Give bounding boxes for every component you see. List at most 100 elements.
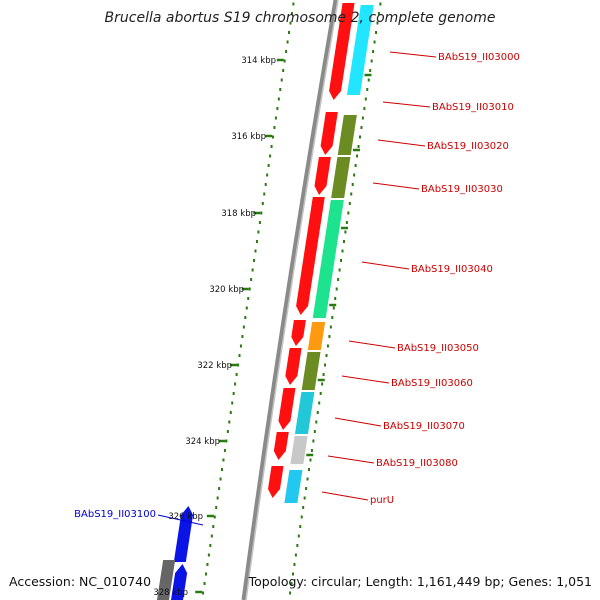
tick-dot: [239, 344, 242, 348]
tick-dot: [367, 78, 370, 82]
tick-dot: [235, 373, 238, 376]
tick-dot: [329, 325, 332, 329]
cds-arrow-6[interactable]: [278, 388, 296, 430]
gene-label-babs19-ii03070[interactable]: BAbS19_II03070: [383, 421, 465, 432]
cog-bar-0[interactable]: [352, 5, 374, 60]
tick-dot: [354, 164, 357, 167]
tick-dot: [241, 335, 244, 338]
tick-dot: [225, 439, 228, 443]
tick-dot: [331, 316, 334, 319]
tick-dot: [348, 202, 351, 205]
gene-label-babs19-ii03030[interactable]: BAbS19_II03030: [421, 184, 503, 195]
cog-bar-8[interactable]: [290, 436, 308, 464]
cds-arrow-7[interactable]: [273, 432, 289, 460]
tick-dot: [302, 506, 305, 509]
tick-dot: [204, 572, 207, 576]
tick-dot: [332, 306, 335, 310]
cog-bar-7[interactable]: [294, 392, 315, 434]
tick-dot: [292, 2, 295, 6]
kbp-label: 320 kbp: [209, 285, 244, 295]
tick-dot: [366, 88, 369, 91]
cds-arrow-0[interactable]: [329, 3, 355, 100]
leader-line: [321, 491, 369, 501]
tick-dot: [210, 534, 213, 538]
leader-line: [348, 340, 396, 349]
cog-bar-5[interactable]: [307, 322, 326, 350]
cds-grey[interactable]: [157, 560, 176, 600]
cds-arrow-blue-1[interactable]: [173, 506, 194, 562]
gene-label-babs19-ii03060[interactable]: BAbS19_II03060: [391, 378, 473, 389]
tick-dot: [326, 344, 329, 348]
cds-arrow-5[interactable]: [285, 348, 302, 385]
gene-label-babs19-ii03000[interactable]: BAbS19_II03000: [438, 52, 520, 63]
tick-dot: [266, 173, 269, 177]
gene-label-babs19-ii03010[interactable]: BAbS19_II03010: [432, 102, 514, 113]
cog-bar-2[interactable]: [337, 115, 357, 155]
tick-dot: [232, 392, 235, 395]
tick-dot: [369, 69, 372, 72]
tick-dot: [335, 287, 338, 291]
cds-arrow-2[interactable]: [314, 157, 331, 195]
leader-line: [361, 261, 410, 270]
cog-bar-6[interactable]: [301, 352, 321, 390]
kbp-label: 318 kbp: [221, 209, 256, 219]
gene-label-babs19-ii03040[interactable]: BAbS19_II03040: [411, 264, 493, 275]
tick-dot: [260, 211, 263, 215]
tick-dot: [347, 211, 350, 215]
tick-dot: [372, 50, 375, 53]
gene-label-babs19-ii03020[interactable]: BAbS19_II03020: [427, 141, 509, 152]
tick-dot: [283, 59, 286, 63]
tick-dot: [300, 515, 303, 519]
tick-dot: [263, 192, 266, 196]
tick-dot: [340, 259, 343, 262]
tick-dot: [280, 78, 283, 82]
leader-line: [341, 375, 390, 384]
cog-bar-4[interactable]: [312, 200, 344, 318]
cds-arrow-4[interactable]: [291, 320, 306, 346]
tick-dot: [223, 449, 226, 452]
tick-dot: [212, 525, 215, 528]
tick-dot: [363, 107, 366, 110]
cds-arrow-3[interactable]: [296, 197, 325, 315]
cds-arrow-1[interactable]: [320, 112, 338, 155]
tick-dot: [324, 363, 327, 367]
tick-dot: [219, 477, 222, 481]
tick-dot: [289, 21, 292, 25]
tick-dot: [276, 107, 279, 110]
gene-label-babs19-ii03100[interactable]: BAbS19_II03100: [74, 509, 156, 520]
tick-dot: [254, 249, 257, 253]
leader-line: [382, 101, 431, 108]
tick-dot: [341, 249, 344, 253]
tick-dot: [379, 2, 382, 6]
kbp-label: 322 kbp: [197, 361, 232, 371]
tick-dot: [273, 126, 276, 129]
cog-bar-1[interactable]: [346, 60, 366, 95]
tick-dots-inner: [202, 2, 295, 595]
cog-category-track: [284, 5, 374, 503]
kbp-label: 314 kbp: [241, 56, 276, 66]
gene-label-puru[interactable]: purU: [370, 495, 394, 506]
gene-label-babs19-ii03050[interactable]: BAbS19_II03050: [397, 343, 479, 354]
tick-dot: [203, 582, 206, 585]
tick-dot: [248, 287, 251, 291]
tick-dot: [351, 183, 354, 186]
cds-arrow-blue-2[interactable]: [171, 564, 188, 600]
tick-dot: [285, 50, 288, 53]
tick-dot: [299, 525, 302, 528]
tick-dot: [253, 259, 256, 262]
kbp-label: 328 kbp: [153, 588, 188, 598]
tick-dot: [319, 392, 322, 395]
cog-bar-3[interactable]: [331, 157, 351, 198]
gene-label-babs19-ii03080[interactable]: BAbS19_II03080: [376, 458, 458, 469]
kbp-label: 326 kbp: [168, 512, 203, 522]
cds-arrow-8[interactable]: [268, 466, 284, 498]
tick-dot: [279, 88, 282, 91]
tick-dot: [277, 97, 280, 101]
tick-dot: [229, 411, 232, 414]
tick-dot: [274, 116, 277, 120]
tick-dot: [228, 420, 231, 424]
tick-dot: [282, 69, 285, 72]
tick-dot: [377, 12, 380, 15]
cog-bar-9[interactable]: [284, 470, 303, 503]
tick-dot: [242, 325, 245, 329]
